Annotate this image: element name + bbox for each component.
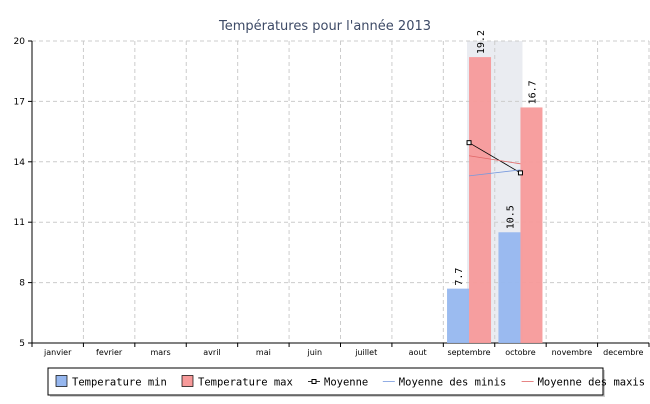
x-tick-label: fevrier [96, 348, 123, 357]
y-tick-label: 11 [14, 218, 25, 228]
line-moyenne-des-minis [468, 169, 521, 177]
bars [447, 57, 543, 344]
x-tick-label: decembre [603, 348, 643, 357]
legend-label: Temperature max [198, 377, 293, 389]
x-tick-label: juin [306, 348, 322, 357]
bar-temperature-min [447, 288, 470, 343]
point-moyenne [466, 140, 472, 146]
y-tick-label: 20 [14, 37, 26, 47]
bar-temperature-max [520, 107, 543, 343]
x-tick-label: avril [203, 348, 220, 357]
legend-label: Moyenne des minis [399, 377, 506, 389]
line-moyenne-des-maxis [468, 155, 521, 165]
legend-label: Moyenne des maxis [538, 377, 645, 389]
y-tick-label: 5 [19, 339, 25, 349]
x-tick-label: mai [256, 348, 271, 357]
y-tick-label: 14 [14, 158, 26, 168]
bar-value-label: 16.7 [527, 80, 538, 104]
x-tick-label: novembre [552, 348, 593, 357]
x-tick-label: janvier [43, 348, 72, 357]
y-tick-label: 17 [14, 97, 25, 107]
chart-title: Températures pour l'année 2013 [218, 19, 431, 34]
bar-value-label: 19.2 [476, 30, 487, 54]
bar-value-label: 7.7 [454, 268, 465, 286]
data-labels: 7.7 19.2 10.5 16.7 [454, 30, 538, 286]
legend-label: Moyenne [324, 377, 368, 389]
bar-value-label: 10.5 [505, 205, 516, 229]
x-tick-label: octobre [505, 348, 536, 357]
legend-marker-moyenne [311, 379, 317, 384]
x-tick-label: mars [150, 348, 170, 357]
x-tick-label: juillet [354, 348, 377, 357]
legend-swatch-temperature-min [55, 375, 68, 387]
lines [466, 140, 523, 177]
legend-swatch-temperature-max [181, 375, 194, 387]
line-moyenne [468, 142, 521, 174]
grid [31, 40, 650, 344]
bar-temperature-max [469, 57, 492, 344]
point-moyenne [517, 170, 523, 176]
legend-label: Temperature min [72, 377, 167, 389]
bar-temperature-min [498, 232, 521, 343]
x-tick-label: aout [409, 348, 427, 357]
legend-box [47, 367, 604, 396]
axes: 5 8 11 14 17 20 janvier fevrier mars avril mai juin… [14, 37, 650, 357]
legend: Temperature min Temperature max Moyenne Moy… [47, 367, 645, 397]
x-tick-label: septembre [447, 348, 490, 357]
y-tick-label: 8 [19, 279, 25, 289]
